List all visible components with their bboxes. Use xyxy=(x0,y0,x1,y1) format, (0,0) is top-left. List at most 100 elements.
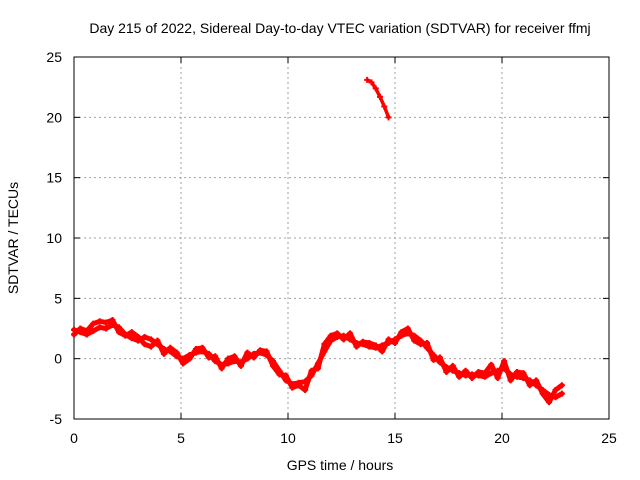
x-tick-label: 25 xyxy=(601,430,617,446)
x-axis-label: GPS time / hours xyxy=(287,457,394,473)
data-point xyxy=(257,347,264,354)
y-tick-label: 0 xyxy=(54,351,62,367)
data-point xyxy=(96,318,103,325)
data-point xyxy=(546,399,553,406)
data-point xyxy=(558,382,565,389)
x-tick-label: 10 xyxy=(280,430,296,446)
chart-title: Day 215 of 2022, Sidereal Day-to-day VTE… xyxy=(89,20,590,36)
data-point xyxy=(411,337,418,344)
data-point xyxy=(83,327,90,334)
data-point xyxy=(533,377,540,384)
data-point xyxy=(449,362,456,369)
data-point xyxy=(456,373,463,380)
data-point xyxy=(160,350,167,357)
data-point xyxy=(308,367,315,374)
data-point xyxy=(192,346,199,353)
data-point xyxy=(276,371,283,378)
data-point xyxy=(392,339,398,346)
data-point xyxy=(270,362,277,369)
data-point xyxy=(475,368,482,375)
data-point xyxy=(103,319,110,326)
data-point xyxy=(154,337,161,344)
y-tick-label: -5 xyxy=(50,411,63,427)
data-point xyxy=(353,343,360,350)
data-point xyxy=(507,377,514,384)
y-tick-label: 25 xyxy=(46,49,62,65)
data-point xyxy=(372,85,379,92)
data-point xyxy=(379,348,386,355)
data-point xyxy=(327,332,334,339)
data-point xyxy=(141,333,148,340)
data-point xyxy=(225,355,232,362)
data-point xyxy=(398,329,405,336)
data-point xyxy=(167,344,174,351)
series-line xyxy=(365,78,391,120)
data-point xyxy=(481,370,488,377)
data-point xyxy=(148,343,155,350)
data-point xyxy=(212,353,219,360)
data-point xyxy=(381,103,388,110)
data-point xyxy=(135,333,142,340)
data-point xyxy=(462,367,469,374)
data-point xyxy=(96,324,103,331)
series-1 xyxy=(71,317,565,406)
data-point xyxy=(244,349,251,356)
data-point xyxy=(128,329,135,336)
data-point xyxy=(128,335,135,342)
data-point xyxy=(385,336,392,343)
data-point xyxy=(218,365,225,372)
data-point xyxy=(501,358,508,365)
data-point xyxy=(488,361,495,368)
data-point xyxy=(295,382,302,389)
data-point xyxy=(368,79,375,86)
y-tick-label: 20 xyxy=(46,109,62,125)
data-point xyxy=(90,327,97,334)
x-tick-label: 15 xyxy=(387,430,403,446)
data-point xyxy=(539,390,546,397)
y-tick-label: 5 xyxy=(54,290,62,306)
y-axis: -5 0 5 10 15 20 25 xyxy=(46,49,609,427)
data-point xyxy=(372,342,379,349)
data-point xyxy=(282,372,289,379)
data-point xyxy=(173,349,180,356)
series-line xyxy=(71,317,565,405)
data-point xyxy=(71,331,77,338)
data-point xyxy=(359,338,366,345)
data-point xyxy=(103,325,110,332)
data-point xyxy=(334,330,341,337)
data-point xyxy=(552,387,559,394)
data-point xyxy=(436,354,443,361)
data-point xyxy=(302,387,309,394)
data-point xyxy=(180,360,187,367)
data-point xyxy=(231,353,238,360)
data-point xyxy=(199,344,206,351)
data-point xyxy=(430,356,437,363)
data-point xyxy=(289,384,296,391)
data-point xyxy=(443,368,450,375)
data-point xyxy=(377,93,384,100)
data-point xyxy=(321,341,328,348)
series-2 xyxy=(364,76,392,121)
data-point xyxy=(558,390,565,397)
series-layer xyxy=(71,76,565,406)
data-point xyxy=(513,368,520,375)
x-axis: 0 5 10 15 20 25 xyxy=(70,57,617,446)
data-point xyxy=(122,332,129,339)
data-point xyxy=(364,76,371,83)
data-point xyxy=(520,370,527,377)
y-tick-label: 10 xyxy=(46,230,62,246)
data-point xyxy=(115,329,122,336)
data-point xyxy=(205,354,212,361)
y-tick-label: 15 xyxy=(46,170,62,186)
data-point xyxy=(141,341,148,348)
data-point xyxy=(494,374,501,381)
data-point xyxy=(237,362,244,369)
data-point xyxy=(424,339,431,346)
data-point xyxy=(385,114,392,121)
data-point xyxy=(77,325,84,332)
data-point xyxy=(263,348,270,355)
data-point xyxy=(469,374,476,381)
x-tick-label: 5 xyxy=(177,430,185,446)
data-point xyxy=(90,320,97,327)
